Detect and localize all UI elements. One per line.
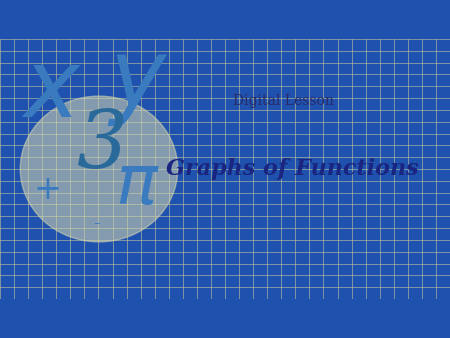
Text: $\pi$: $\pi$	[115, 151, 160, 218]
Text: +: +	[33, 174, 61, 206]
Text: $\mathit{x}$: $\mathit{x}$	[21, 46, 82, 136]
Ellipse shape	[20, 96, 178, 242]
Text: Graphs of Functions: Graphs of Functions	[166, 158, 419, 180]
Text: Digital Lesson: Digital Lesson	[233, 94, 334, 108]
Text: -: -	[94, 215, 100, 233]
Text: $\mathit{y}$: $\mathit{y}$	[107, 38, 168, 128]
Text: 3: 3	[76, 107, 127, 184]
